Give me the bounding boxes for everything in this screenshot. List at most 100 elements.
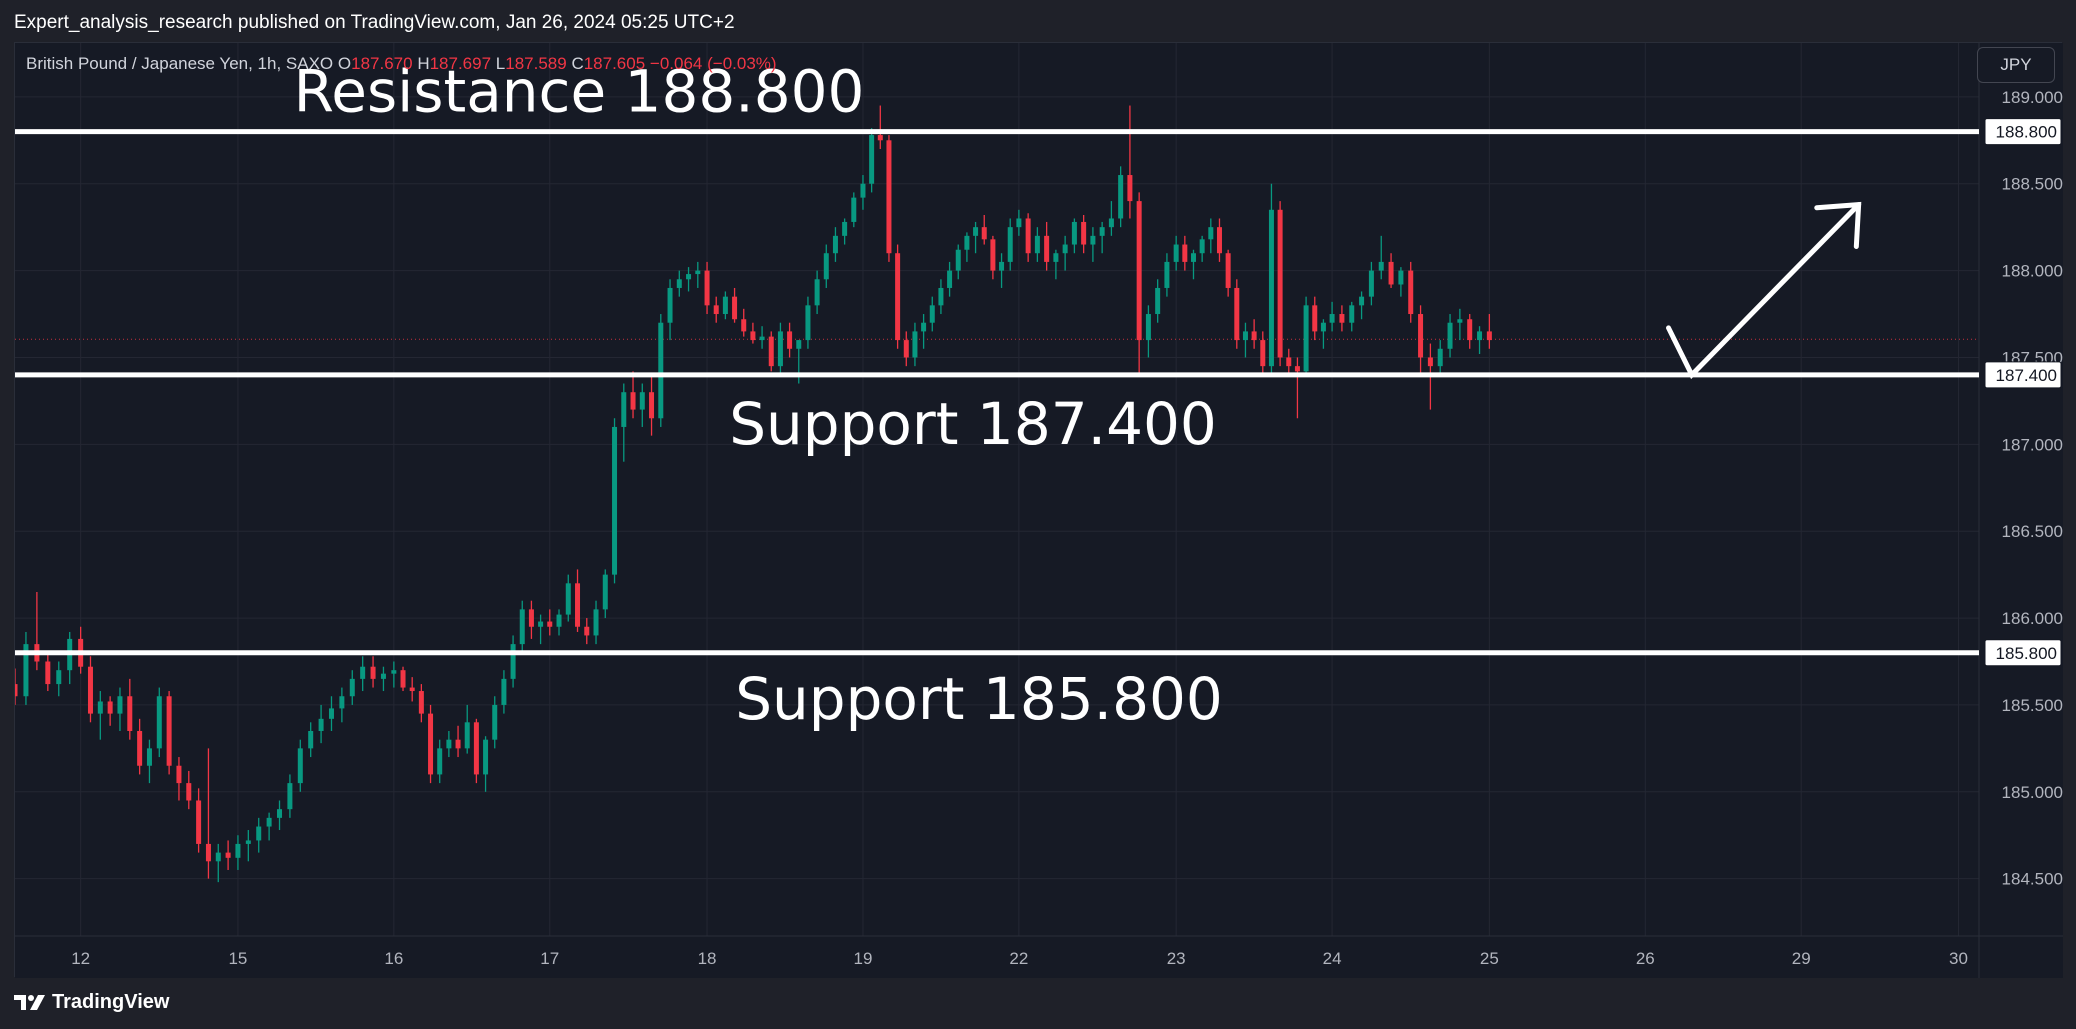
candle-body[interactable] bbox=[547, 621, 553, 627]
candle-body[interactable] bbox=[1216, 227, 1222, 254]
candle-body[interactable] bbox=[955, 249, 961, 271]
candle-body[interactable] bbox=[1312, 305, 1318, 332]
candle-body[interactable] bbox=[612, 426, 618, 575]
candle-body[interactable] bbox=[649, 392, 655, 419]
candle-body[interactable] bbox=[287, 783, 293, 810]
candle-body[interactable] bbox=[501, 678, 507, 705]
candle-body[interactable] bbox=[722, 296, 728, 315]
candle-body[interactable] bbox=[903, 340, 909, 358]
candle-body[interactable] bbox=[667, 287, 673, 323]
candle-body[interactable] bbox=[777, 331, 783, 367]
candle-body[interactable] bbox=[186, 783, 192, 801]
candle-body[interactable] bbox=[921, 322, 927, 332]
candle-body[interactable] bbox=[1349, 305, 1355, 323]
candle-body[interactable] bbox=[97, 701, 103, 714]
candle-body[interactable] bbox=[446, 739, 452, 749]
candle-body[interactable] bbox=[1108, 218, 1114, 228]
candle-body[interactable] bbox=[176, 765, 182, 784]
candle-body[interactable] bbox=[107, 701, 113, 714]
candle-body[interactable] bbox=[156, 696, 162, 749]
candle-body[interactable] bbox=[418, 691, 424, 714]
candle-body[interactable] bbox=[1127, 175, 1133, 202]
candle-body[interactable] bbox=[137, 730, 143, 766]
candle-body[interactable] bbox=[464, 722, 470, 749]
candle-body[interactable] bbox=[1136, 201, 1142, 341]
candle-body[interactable] bbox=[1427, 357, 1433, 367]
candle-body[interactable] bbox=[929, 305, 935, 323]
candle-body[interactable] bbox=[593, 609, 599, 636]
candle-body[interactable] bbox=[205, 843, 211, 862]
candle-body[interactable] bbox=[796, 340, 802, 349]
candle-body[interactable] bbox=[146, 748, 152, 766]
candle-body[interactable] bbox=[1286, 357, 1292, 367]
candle-body[interactable] bbox=[1320, 322, 1326, 332]
candle-body[interactable] bbox=[1303, 305, 1309, 372]
candle-body[interactable] bbox=[947, 270, 953, 288]
candle-body[interactable] bbox=[1164, 261, 1170, 288]
candle-body[interactable] bbox=[912, 331, 918, 358]
projection-arrow-line[interactable] bbox=[1666, 202, 1862, 380]
candle-body[interactable] bbox=[1173, 244, 1179, 262]
candle-body[interactable] bbox=[832, 235, 838, 254]
symbol-title[interactable]: British Pound / Japanese Yen, 1h, SAXO bbox=[26, 54, 334, 73]
candle-body[interactable] bbox=[1016, 218, 1022, 228]
candle-body[interactable] bbox=[973, 227, 979, 236]
candle-body[interactable] bbox=[1242, 331, 1248, 341]
candle-body[interactable] bbox=[805, 305, 811, 341]
candle-body[interactable] bbox=[1007, 227, 1013, 262]
candle-body[interactable] bbox=[630, 392, 636, 410]
chart-panel[interactable]: 189.000 188.500 188.000 187.500 187.000 186.5… bbox=[14, 42, 2063, 978]
candle-body[interactable] bbox=[964, 235, 970, 250]
candle-body[interactable] bbox=[1182, 244, 1188, 262]
candle-body[interactable] bbox=[1486, 331, 1492, 341]
candle-body[interactable] bbox=[1199, 239, 1205, 254]
candle-body[interactable] bbox=[768, 336, 774, 367]
candle-body[interactable] bbox=[1388, 261, 1394, 285]
candle-body[interactable] bbox=[1359, 296, 1365, 306]
candle-body[interactable] bbox=[1408, 270, 1414, 315]
candle-body[interactable] bbox=[695, 270, 701, 275]
candle-body[interactable] bbox=[483, 739, 489, 775]
candle-body[interactable] bbox=[455, 739, 461, 749]
candle-body[interactable] bbox=[370, 666, 376, 679]
candle-body[interactable] bbox=[1398, 270, 1404, 285]
candle-body[interactable] bbox=[1294, 366, 1300, 372]
candle-body[interactable] bbox=[1225, 253, 1231, 288]
candle-body[interactable] bbox=[56, 670, 62, 685]
candle-body[interactable] bbox=[235, 843, 241, 858]
candle-body[interactable] bbox=[400, 670, 406, 688]
candle-body[interactable] bbox=[658, 322, 664, 419]
price-chart[interactable]: 189.000188.500188.000187.500187.000186.5… bbox=[15, 43, 2063, 978]
candle-body[interactable] bbox=[166, 696, 172, 766]
candle-body[interactable] bbox=[256, 826, 262, 841]
candle-body[interactable] bbox=[575, 583, 581, 627]
candle-body[interactable] bbox=[877, 135, 883, 141]
candle-body[interactable] bbox=[1044, 235, 1050, 262]
candle-body[interactable] bbox=[428, 713, 434, 775]
candle-body[interactable] bbox=[1145, 314, 1151, 341]
candle-body[interactable] bbox=[1268, 209, 1274, 367]
currency-button[interactable]: JPY bbox=[1977, 47, 2055, 83]
candle-body[interactable] bbox=[1447, 322, 1453, 349]
candle-body[interactable] bbox=[297, 748, 303, 784]
candle-body[interactable] bbox=[23, 644, 29, 697]
candle-body[interactable] bbox=[676, 279, 682, 288]
candle-body[interactable] bbox=[1071, 221, 1077, 245]
candle-body[interactable] bbox=[565, 583, 571, 615]
candle-body[interactable] bbox=[1437, 348, 1443, 367]
candle-body[interactable] bbox=[1251, 331, 1257, 341]
candle-body[interactable] bbox=[339, 696, 345, 709]
candle-body[interactable] bbox=[328, 708, 334, 719]
candle-body[interactable] bbox=[869, 135, 875, 184]
candle-body[interactable] bbox=[1025, 218, 1031, 254]
candle-body[interactable] bbox=[225, 852, 231, 858]
candle-body[interactable] bbox=[732, 296, 738, 320]
candle-body[interactable] bbox=[981, 227, 987, 240]
candle-body[interactable] bbox=[686, 274, 692, 280]
candle-body[interactable] bbox=[621, 392, 627, 427]
candle-body[interactable] bbox=[823, 253, 829, 280]
candle-body[interactable] bbox=[713, 305, 719, 315]
candle-body[interactable] bbox=[842, 221, 848, 236]
candle-body[interactable] bbox=[851, 197, 857, 222]
candle-body[interactable] bbox=[1368, 270, 1374, 297]
